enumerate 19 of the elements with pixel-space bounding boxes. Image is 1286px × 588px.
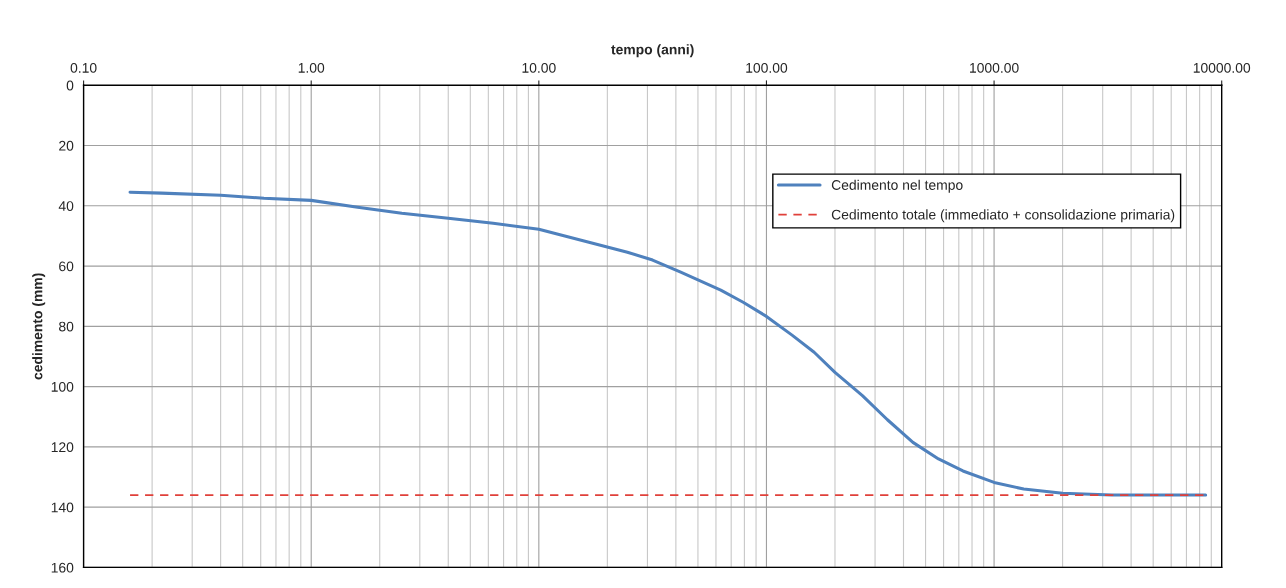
x-tick-label: 1.00 xyxy=(298,62,325,73)
x-tick-label: 100.00 xyxy=(746,62,788,73)
y-tick-label: 140 xyxy=(51,502,74,513)
y-tick-label: 160 xyxy=(51,562,74,573)
y-tick-label: 100 xyxy=(51,381,74,392)
y-tick-label: 120 xyxy=(51,442,74,453)
x-tick-label: 10000.00 xyxy=(1193,62,1251,73)
x-tick-label: 0.10 xyxy=(70,62,97,73)
y-tick-label: 80 xyxy=(59,321,74,332)
legend-label: Cedimento totale (immediato + consolidazione primaria) xyxy=(831,209,1175,223)
x-tick-label: 1000.00 xyxy=(970,62,1019,73)
y-tick-label: 0 xyxy=(66,80,74,91)
x-axis-title: tempo (anni) xyxy=(611,44,694,58)
x-tick-label: 10.00 xyxy=(522,62,556,73)
y-tick-label: 20 xyxy=(59,140,74,151)
legend-label: Cedimento nel tempo xyxy=(831,179,963,193)
y-axis-title: cedimento (mm) xyxy=(32,273,46,380)
y-tick-label: 40 xyxy=(58,201,74,211)
y-tick-label: 60 xyxy=(59,261,74,272)
